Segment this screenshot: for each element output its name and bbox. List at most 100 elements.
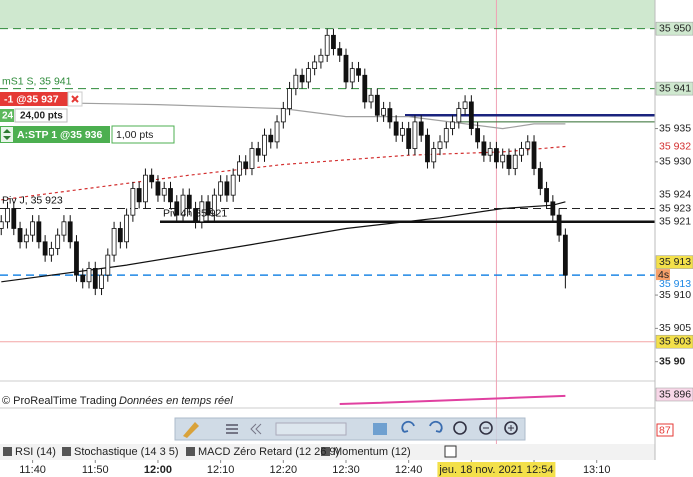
candle-body — [556, 214, 562, 236]
zoom-in[interactable] — [504, 421, 518, 435]
candle-body — [161, 188, 167, 196]
candle-body — [0, 221, 4, 229]
candle-body — [149, 174, 155, 183]
candle-body — [324, 34, 330, 56]
candle-body — [168, 188, 173, 203]
crosshair-label: jeu. 18 nov. 2021 12:54 — [438, 464, 553, 476]
astp-order: A:STP 1 @35 936 — [17, 129, 102, 141]
price-label-bg — [655, 334, 693, 349]
indicator-line — [339, 394, 566, 405]
candle-body — [262, 134, 267, 156]
stop-order-box[interactable] — [0, 92, 68, 106]
candle-body — [293, 74, 299, 89]
level-label: mS1 S, 35 941 — [2, 75, 72, 87]
toolbar-bg — [174, 417, 526, 441]
menu-tool[interactable] — [226, 424, 238, 434]
candle-body — [562, 234, 568, 276]
level-label: Piv J, 35 923 — [2, 194, 63, 206]
window-icon[interactable] — [444, 445, 457, 458]
candle-body — [255, 148, 261, 156]
candle-body — [280, 108, 286, 123]
candle-body — [193, 208, 198, 223]
candle-body — [387, 108, 393, 123]
qty: 24 — [2, 111, 14, 122]
table-tool[interactable] — [373, 423, 387, 435]
candle-body — [512, 154, 518, 169]
candle-body — [318, 54, 324, 63]
candle-body — [205, 201, 211, 216]
candle-body — [343, 54, 349, 83]
candle-body — [11, 208, 17, 229]
candle-body — [305, 68, 311, 83]
zoom-fit[interactable] — [453, 421, 467, 435]
candle-body — [186, 194, 192, 209]
candle-body — [500, 154, 506, 163]
candle-body — [525, 141, 531, 149]
price-label: 35 905 — [659, 322, 691, 334]
redo[interactable] — [429, 420, 443, 433]
x-tick-label: 12:10 — [207, 464, 235, 476]
candle-body — [105, 254, 111, 276]
indicator-name[interactable]: Momentum (12) — [333, 446, 411, 458]
candle-body — [5, 208, 10, 223]
candle-body — [230, 174, 236, 196]
scroll-left[interactable] — [250, 423, 262, 435]
price-label-bg — [655, 21, 693, 36]
candle-body — [406, 128, 412, 149]
candle-body — [130, 188, 136, 216]
candle-body — [418, 121, 424, 136]
candle-body — [117, 228, 123, 243]
candle-body — [243, 161, 249, 169]
candle-body — [349, 68, 355, 83]
indicator-name[interactable]: MACD Zéro Retard (12 26 9) — [198, 446, 339, 458]
price-label: 35 932 — [659, 140, 691, 152]
badge-bg — [656, 423, 674, 437]
candle-body — [155, 181, 161, 196]
candle-body — [274, 121, 280, 143]
astp-box[interactable] — [0, 126, 110, 143]
candle-body — [224, 181, 230, 196]
candle-body — [99, 274, 104, 289]
stop-order: -1 @35 937 — [4, 93, 59, 105]
candle-body — [86, 268, 92, 283]
timer-bg — [656, 269, 670, 281]
indicator-name[interactable]: RSI (14) — [15, 446, 56, 458]
drag-handle[interactable] — [1, 127, 13, 142]
candle-body — [42, 241, 48, 256]
candle-body — [17, 228, 23, 243]
candle-body — [268, 134, 274, 143]
cancel-icon — [71, 95, 79, 103]
indicator-name[interactable]: Stochastique (14 3 5) — [74, 446, 179, 458]
candle-body — [124, 214, 130, 243]
scrollbar[interactable] — [275, 422, 347, 436]
moving-average — [1, 145, 566, 201]
pen-tool[interactable] — [183, 422, 199, 438]
candle-body — [55, 234, 61, 249]
toolbar — [174, 417, 526, 441]
candle-body — [400, 128, 405, 136]
candle-body — [80, 274, 86, 283]
candle-body — [506, 154, 512, 169]
x-tick-label: 13:10 — [583, 464, 611, 476]
candle-body — [487, 148, 493, 156]
candle-body — [450, 121, 455, 129]
undo[interactable] — [401, 420, 415, 433]
price-label: 35 910 — [659, 289, 691, 301]
price-label: 35 950 — [659, 22, 691, 34]
candle-body — [368, 94, 374, 103]
price-label: 35 935 — [659, 122, 691, 134]
zoom-out[interactable] — [479, 421, 493, 435]
price-label: 35 923 — [659, 202, 691, 214]
legend-icon — [62, 447, 71, 456]
price-label: 35 913 — [659, 278, 691, 290]
candle-body — [550, 201, 556, 216]
candle-body — [481, 141, 487, 156]
price-label: 35 903 — [659, 335, 691, 347]
candle-body — [143, 174, 148, 203]
legend-icon — [3, 447, 12, 456]
candle-body — [362, 74, 368, 103]
x-tick-label: 12:20 — [270, 464, 298, 476]
candle-body — [180, 194, 186, 216]
candle-body — [544, 188, 549, 203]
